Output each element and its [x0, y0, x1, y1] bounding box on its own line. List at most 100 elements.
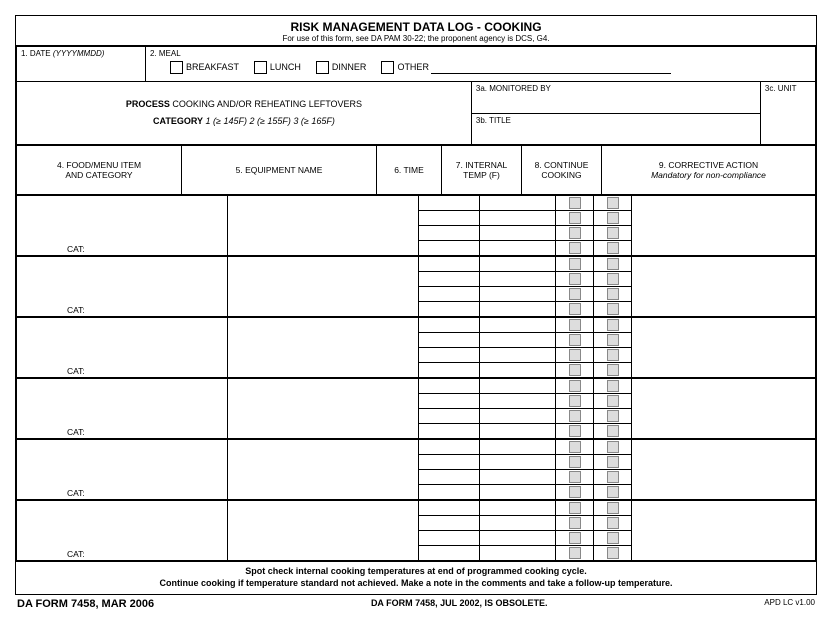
time-cell[interactable] — [419, 318, 480, 333]
corrective-cell[interactable] — [632, 302, 816, 317]
temp-cell[interactable] — [480, 394, 556, 409]
equipment-cell[interactable] — [228, 440, 419, 455]
corrective-cell[interactable] — [632, 363, 816, 378]
temp-cell[interactable] — [480, 257, 556, 272]
food-item-cell[interactable] — [17, 440, 228, 455]
continue-checkbox-b[interactable] — [607, 288, 619, 300]
continue-checkbox-a[interactable] — [569, 486, 581, 498]
equipment-cell[interactable] — [228, 424, 419, 439]
time-cell[interactable] — [419, 287, 480, 302]
corrective-cell[interactable] — [632, 333, 816, 348]
continue-checkbox-b[interactable] — [607, 212, 619, 224]
food-item-cell[interactable] — [17, 272, 228, 287]
corrective-cell[interactable] — [632, 348, 816, 363]
corrective-cell[interactable] — [632, 440, 816, 455]
date-cell[interactable]: 1. DATE (YYYYMMDD) — [17, 47, 146, 82]
corrective-cell[interactable] — [632, 241, 816, 256]
time-cell[interactable] — [419, 501, 480, 516]
equipment-cell[interactable] — [228, 333, 419, 348]
continue-checkbox-b[interactable] — [607, 242, 619, 254]
corrective-cell[interactable] — [632, 516, 816, 531]
corrective-cell[interactable] — [632, 318, 816, 333]
continue-checkbox-a[interactable] — [569, 197, 581, 209]
temp-cell[interactable] — [480, 196, 556, 211]
time-cell[interactable] — [419, 424, 480, 439]
food-item-cell[interactable] — [17, 409, 228, 424]
continue-checkbox-a[interactable] — [569, 334, 581, 346]
continue-checkbox-b[interactable] — [607, 486, 619, 498]
continue-checkbox-b[interactable] — [607, 319, 619, 331]
continue-checkbox-a[interactable] — [569, 547, 581, 559]
equipment-cell[interactable] — [228, 348, 419, 363]
food-item-cell[interactable] — [17, 226, 228, 241]
temp-cell[interactable] — [480, 424, 556, 439]
equipment-cell[interactable] — [228, 272, 419, 287]
continue-checkbox-a[interactable] — [569, 227, 581, 239]
continue-checkbox-a[interactable] — [569, 395, 581, 407]
time-cell[interactable] — [419, 516, 480, 531]
temp-cell[interactable] — [480, 363, 556, 378]
continue-checkbox-a[interactable] — [569, 532, 581, 544]
equipment-cell[interactable] — [228, 455, 419, 470]
temp-cell[interactable] — [480, 333, 556, 348]
time-cell[interactable] — [419, 272, 480, 287]
temp-cell[interactable] — [480, 531, 556, 546]
temp-cell[interactable] — [480, 455, 556, 470]
continue-checkbox-b[interactable] — [607, 258, 619, 270]
time-cell[interactable] — [419, 531, 480, 546]
food-item-cell[interactable] — [17, 257, 228, 272]
equipment-cell[interactable] — [228, 470, 419, 485]
corrective-cell[interactable] — [632, 424, 816, 439]
corrective-cell[interactable] — [632, 379, 816, 394]
equipment-cell[interactable] — [228, 196, 419, 211]
temp-cell[interactable] — [480, 302, 556, 317]
other-checkbox[interactable] — [381, 61, 394, 74]
equipment-cell[interactable] — [228, 226, 419, 241]
time-cell[interactable] — [419, 440, 480, 455]
continue-checkbox-a[interactable] — [569, 258, 581, 270]
title-cell[interactable]: 3b. TITLE — [471, 113, 760, 145]
breakfast-checkbox[interactable] — [170, 61, 183, 74]
corrective-cell[interactable] — [632, 455, 816, 470]
time-cell[interactable] — [419, 241, 480, 256]
equipment-cell[interactable] — [228, 257, 419, 272]
time-cell[interactable] — [419, 226, 480, 241]
continue-checkbox-a[interactable] — [569, 242, 581, 254]
time-cell[interactable] — [419, 363, 480, 378]
continue-checkbox-a[interactable] — [569, 364, 581, 376]
continue-checkbox-b[interactable] — [607, 471, 619, 483]
equipment-cell[interactable] — [228, 318, 419, 333]
continue-checkbox-b[interactable] — [607, 364, 619, 376]
continue-checkbox-b[interactable] — [607, 456, 619, 468]
food-item-cell[interactable] — [17, 287, 228, 302]
temp-cell[interactable] — [480, 348, 556, 363]
equipment-cell[interactable] — [228, 546, 419, 561]
food-item-cell[interactable]: CAT: — [17, 546, 228, 561]
continue-checkbox-a[interactable] — [569, 502, 581, 514]
temp-cell[interactable] — [480, 226, 556, 241]
monitored-by-cell[interactable]: 3a. MONITORED BY — [471, 82, 760, 114]
equipment-cell[interactable] — [228, 379, 419, 394]
time-cell[interactable] — [419, 485, 480, 500]
continue-checkbox-a[interactable] — [569, 349, 581, 361]
time-cell[interactable] — [419, 196, 480, 211]
time-cell[interactable] — [419, 211, 480, 226]
continue-checkbox-b[interactable] — [607, 502, 619, 514]
equipment-cell[interactable] — [228, 302, 419, 317]
corrective-cell[interactable] — [632, 257, 816, 272]
continue-checkbox-b[interactable] — [607, 441, 619, 453]
other-line[interactable] — [431, 63, 671, 74]
continue-checkbox-b[interactable] — [607, 380, 619, 392]
time-cell[interactable] — [419, 302, 480, 317]
corrective-cell[interactable] — [632, 287, 816, 302]
continue-checkbox-a[interactable] — [569, 288, 581, 300]
temp-cell[interactable] — [480, 287, 556, 302]
equipment-cell[interactable] — [228, 211, 419, 226]
lunch-checkbox[interactable] — [254, 61, 267, 74]
food-item-cell[interactable] — [17, 211, 228, 226]
corrective-cell[interactable] — [632, 409, 816, 424]
corrective-cell[interactable] — [632, 546, 816, 561]
food-item-cell[interactable]: CAT: — [17, 241, 228, 256]
food-item-cell[interactable] — [17, 455, 228, 470]
food-item-cell[interactable]: CAT: — [17, 302, 228, 317]
